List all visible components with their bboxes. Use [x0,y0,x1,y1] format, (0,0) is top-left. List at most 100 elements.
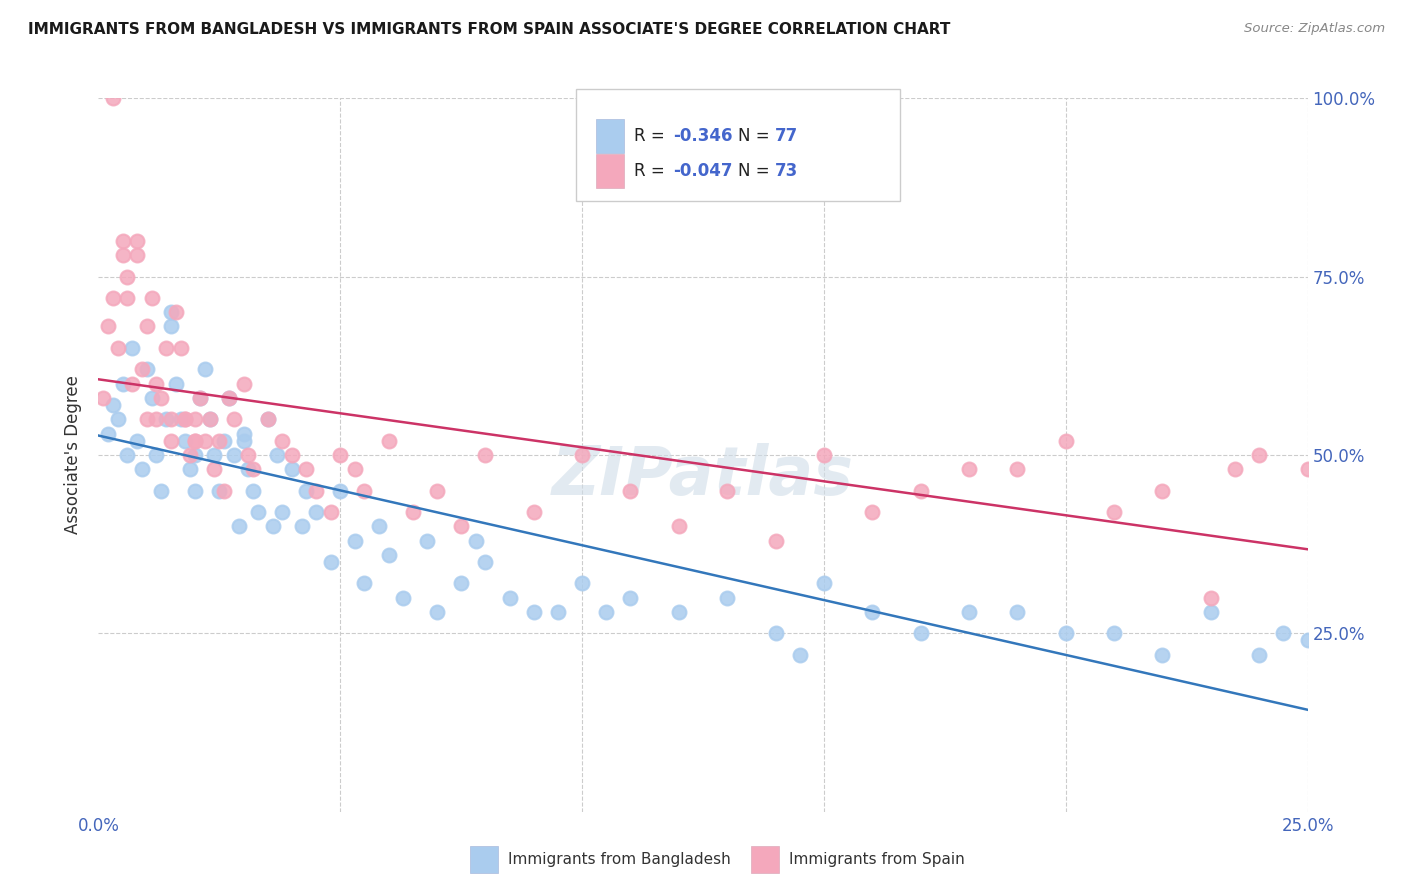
Point [127,248,149,262]
Point [184,483,207,498]
Point [145,412,167,426]
Text: 73: 73 [775,162,799,180]
Point [910,483,932,498]
Point [1102,626,1125,640]
Point [194,362,217,376]
Point [668,519,690,533]
Point [1054,626,1077,640]
Point [523,505,546,519]
Point [377,434,399,448]
Point [174,434,197,448]
Point [145,376,167,391]
Point [111,376,134,391]
Point [204,462,226,476]
Point [194,434,217,448]
Point [1007,605,1029,619]
Point [547,605,569,619]
Point [165,376,187,391]
Point [464,533,486,548]
Point [218,391,240,405]
Point [135,362,157,376]
Point [281,448,304,462]
Point [474,555,496,569]
Point [198,412,221,426]
Point [111,234,134,248]
Point [228,519,250,533]
Point [295,462,318,476]
Point [232,434,254,448]
Point [222,448,245,462]
Point [619,483,641,498]
Point [91,391,114,405]
Point [1223,462,1246,476]
Point [329,483,352,498]
Point [184,434,207,448]
Text: -0.346: -0.346 [673,127,733,145]
Point [271,434,294,448]
Point [910,626,932,640]
Point [188,391,211,405]
Point [1249,648,1271,662]
Point [498,591,520,605]
Point [392,591,415,605]
Point [290,519,312,533]
Text: Source: ZipAtlas.com: Source: ZipAtlas.com [1244,22,1385,36]
Point [1102,505,1125,519]
Point [450,519,472,533]
Text: IMMIGRANTS FROM BANGLADESH VS IMMIGRANTS FROM SPAIN ASSOCIATE'S DEGREE CORRELATI: IMMIGRANTS FROM BANGLADESH VS IMMIGRANTS… [28,22,950,37]
Point [169,341,191,355]
Point [160,305,183,319]
Point [160,319,183,334]
Point [1152,648,1174,662]
Point [595,605,617,619]
Point [619,591,641,605]
Point [1199,591,1222,605]
Point [571,576,593,591]
Text: R =: R = [634,127,671,145]
Point [184,412,207,426]
Point [212,483,235,498]
Point [165,305,187,319]
Point [242,462,264,476]
Point [131,462,153,476]
Point [208,483,231,498]
Point [1199,605,1222,619]
Point [141,291,163,305]
Point [1054,434,1077,448]
Point [319,555,342,569]
Point [97,319,120,334]
Point [1007,462,1029,476]
Point [523,605,546,619]
Point [266,448,288,462]
Point [218,391,240,405]
Point [305,483,328,498]
Point [121,376,143,391]
Point [198,412,221,426]
Point [101,398,124,412]
Point [117,448,139,462]
Point [97,426,120,441]
Point [242,483,264,498]
Point [450,576,472,591]
Point [416,533,439,548]
Point [402,505,425,519]
Point [957,605,980,619]
Text: Immigrants from Spain: Immigrants from Spain [789,852,965,867]
Point [716,591,738,605]
Point [184,448,207,462]
Point [117,269,139,284]
Point [160,412,183,426]
Point [188,391,211,405]
Point [135,319,157,334]
Point [204,448,226,462]
Point [295,483,318,498]
Point [1152,483,1174,498]
Point [343,533,366,548]
Point [716,483,738,498]
Point [150,391,173,405]
Point [305,505,328,519]
Point [426,483,449,498]
Point [155,341,177,355]
Point [107,412,129,426]
Text: ZIPatlas: ZIPatlas [553,443,853,509]
